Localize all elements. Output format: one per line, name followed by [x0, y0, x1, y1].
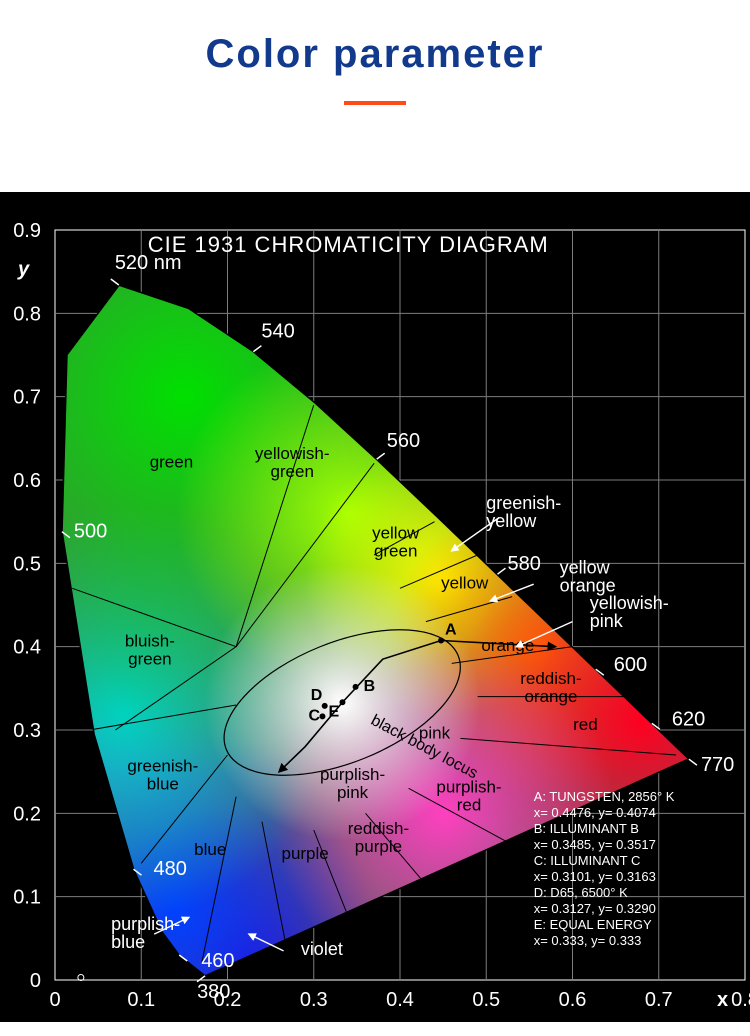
- y-tick: 0.8: [13, 303, 41, 325]
- svg-text:purple: purple: [355, 837, 402, 856]
- svg-text:x= 0.3101, y= 0.3163: x= 0.3101, y= 0.3163: [534, 869, 656, 884]
- svg-text:B: ILLUMINANT B: B: ILLUMINANT B: [534, 821, 639, 836]
- x-tick: 0: [49, 989, 60, 1011]
- outer-label: yellowish-: [590, 593, 669, 613]
- svg-text:x= 0.3127, y= 0.3290: x= 0.3127, y= 0.3290: [534, 901, 656, 916]
- region-label: purple: [281, 844, 328, 863]
- x-tick: 0.3: [300, 989, 328, 1011]
- y-tick: 0.6: [13, 470, 41, 492]
- svg-text:x= 0.333, y= 0.333: x= 0.333, y= 0.333: [534, 933, 642, 948]
- svg-text:red: red: [457, 796, 482, 815]
- region-label: yellow: [372, 523, 420, 542]
- svg-text:B: B: [364, 678, 376, 695]
- x-tick: 0.7: [645, 989, 673, 1011]
- svg-text:orange: orange: [524, 687, 577, 706]
- region-label: pink: [419, 723, 451, 742]
- region-label: yellow: [441, 573, 489, 592]
- wavelength-label: 600: [614, 654, 647, 676]
- region-label: greenish-: [127, 757, 198, 776]
- outer-label: purplish-: [111, 914, 180, 934]
- y-tick: 0.1: [13, 887, 41, 909]
- svg-text:C: C: [308, 707, 320, 724]
- svg-text:D: D65, 6500° K: D: D65, 6500° K: [534, 885, 628, 900]
- region-label: reddish-: [520, 669, 581, 688]
- region-label: blue: [194, 840, 226, 859]
- header: Color parameter: [0, 0, 750, 105]
- svg-text:x= 0.4476, y= 0.4074: x= 0.4476, y= 0.4074: [534, 805, 656, 820]
- svg-text:A: TUNGSTEN, 2856° K: A: TUNGSTEN, 2856° K: [534, 789, 675, 804]
- svg-text:x= 0.3485, y= 0.3517: x= 0.3485, y= 0.3517: [534, 837, 656, 852]
- svg-text:green: green: [374, 541, 417, 560]
- page-title: Color parameter: [0, 32, 750, 77]
- region-label: green: [150, 453, 193, 472]
- region-label: purplish-: [320, 765, 385, 784]
- wavelength-label: 620: [672, 708, 705, 730]
- y-tick: 0.5: [13, 553, 41, 575]
- y-tick: 0.2: [13, 803, 41, 825]
- title-underline: [344, 101, 406, 105]
- y-tick: 0.7: [13, 387, 41, 409]
- region-label: red: [573, 715, 598, 734]
- outer-label: yellow: [560, 557, 611, 577]
- svg-text:blue: blue: [111, 932, 145, 952]
- x-tick: 0.2: [214, 989, 242, 1011]
- wavelength-label: 580: [507, 553, 540, 575]
- svg-text:pink: pink: [337, 783, 369, 802]
- wavelength-label: 500: [74, 521, 107, 543]
- chromaticity-diagram: black body locusABCDEgreenyellowish-gree…: [0, 192, 750, 1022]
- svg-text:green: green: [128, 650, 171, 669]
- x-tick: 0.6: [559, 989, 587, 1011]
- wavelength-label: 480: [153, 858, 186, 880]
- region-label: purplish-: [436, 778, 501, 797]
- svg-text:A: A: [445, 622, 457, 639]
- svg-text:E: EQUAL ENERGY: E: EQUAL ENERGY: [534, 917, 652, 932]
- wavelength-label: 540: [261, 321, 294, 343]
- x-tick: 0.8: [731, 989, 750, 1011]
- svg-text:green: green: [270, 462, 313, 481]
- legend: A: TUNGSTEN, 2856° K x= 0.4476, y= 0.407…: [534, 789, 675, 948]
- y-axis-label: y: [17, 259, 30, 281]
- svg-text:D: D: [311, 687, 323, 704]
- wavelength-label: 770: [701, 754, 734, 776]
- chart-title: CIE 1931 CHROMATICITY DIAGRAM: [148, 232, 549, 257]
- wavelength-label: 560: [387, 430, 420, 452]
- region-label: bluish-: [125, 632, 175, 651]
- x-axis-label: x: [717, 989, 728, 1011]
- region-label: reddish-: [348, 819, 409, 838]
- x-tick: 0.4: [386, 989, 414, 1011]
- y-tick: 0: [30, 970, 41, 992]
- x-tick: 0.5: [472, 989, 500, 1011]
- y-tick: 0.4: [13, 637, 41, 659]
- svg-text:pink: pink: [590, 611, 624, 631]
- y-tick: 0.9: [13, 220, 41, 242]
- svg-text:C: ILLUMINANT C: C: ILLUMINANT C: [534, 853, 641, 868]
- y-tick: 0.3: [13, 720, 41, 742]
- region-label: orange: [481, 636, 534, 655]
- x-tick: 0.1: [127, 989, 155, 1011]
- outer-label: greenish-: [486, 493, 561, 513]
- region-label: yellowish-: [255, 444, 330, 463]
- svg-text:blue: blue: [147, 775, 179, 794]
- wavelength-label: 460: [201, 950, 234, 972]
- outer-label: violet: [301, 939, 343, 959]
- svg-text:E: E: [328, 703, 339, 720]
